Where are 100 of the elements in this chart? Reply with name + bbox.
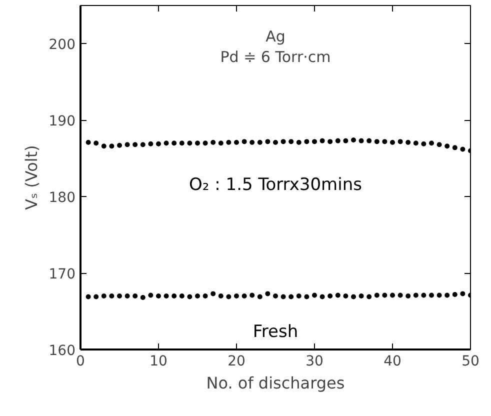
point	[351, 294, 356, 300]
point	[280, 294, 286, 300]
point	[101, 293, 106, 298]
annotation: Ag	[266, 27, 286, 46]
point	[288, 294, 294, 300]
point	[117, 293, 122, 298]
point	[210, 291, 216, 296]
annotation: Pd ≑ 6 Torr·cm	[220, 48, 331, 66]
point	[148, 292, 154, 298]
point	[304, 139, 310, 144]
point	[202, 140, 208, 146]
point	[179, 140, 184, 146]
point	[358, 293, 364, 298]
y-tick-label: 190	[48, 114, 76, 130]
x-tick-label: 10	[150, 354, 168, 370]
point	[358, 138, 364, 144]
point	[226, 140, 232, 145]
point	[226, 294, 232, 300]
series-label: O₂ : 1.5 Torrx30mins	[189, 175, 362, 196]
x-tick-label: 50	[462, 354, 480, 370]
point	[172, 293, 177, 298]
point	[382, 292, 388, 298]
point	[374, 292, 380, 298]
point	[421, 141, 426, 146]
point	[257, 140, 262, 145]
point	[312, 139, 317, 144]
point	[156, 293, 161, 298]
point	[172, 140, 177, 146]
y-tick-label: 160	[48, 343, 76, 359]
point	[328, 139, 333, 144]
point	[250, 292, 255, 298]
point	[124, 142, 130, 148]
point	[374, 139, 380, 144]
point	[406, 293, 411, 298]
point	[257, 294, 262, 300]
point	[187, 294, 192, 300]
point	[156, 141, 161, 146]
point	[101, 144, 106, 149]
point	[460, 146, 466, 152]
point	[195, 140, 200, 146]
y-tick-label: 200	[48, 37, 76, 54]
point	[296, 293, 302, 298]
point	[382, 139, 388, 144]
point	[179, 293, 184, 298]
point	[273, 293, 278, 298]
point	[195, 293, 200, 298]
point	[296, 140, 302, 145]
point	[390, 140, 395, 145]
point	[398, 292, 403, 298]
x-tick-label: 20	[228, 354, 246, 370]
point	[124, 293, 130, 298]
point	[202, 293, 208, 298]
point	[429, 292, 434, 298]
point	[343, 138, 348, 144]
point	[94, 140, 99, 146]
point	[343, 293, 348, 298]
point	[109, 144, 114, 149]
x-tick-label: 40	[384, 354, 402, 370]
point	[234, 140, 239, 145]
point	[86, 294, 91, 300]
point	[273, 140, 278, 145]
point	[132, 293, 138, 298]
point	[265, 139, 270, 144]
point	[390, 292, 395, 298]
point	[320, 294, 325, 300]
point	[413, 140, 418, 146]
point	[280, 139, 286, 144]
point	[187, 140, 192, 146]
x-tick-label: 30	[306, 354, 324, 370]
point	[398, 139, 403, 144]
point	[351, 138, 356, 143]
point	[234, 293, 239, 298]
point	[265, 291, 270, 296]
point	[218, 140, 224, 146]
point	[452, 145, 458, 150]
point	[288, 139, 294, 144]
point	[436, 142, 442, 148]
point	[312, 292, 317, 298]
point	[413, 292, 418, 298]
point	[164, 140, 169, 146]
y-tick-label: 170	[48, 266, 76, 283]
point	[320, 138, 325, 144]
point	[366, 294, 372, 300]
point	[132, 142, 138, 148]
point	[140, 142, 146, 148]
point	[242, 139, 247, 144]
y-tick-label: 180	[48, 190, 76, 206]
series-label: Fresh	[252, 322, 298, 342]
point	[140, 295, 146, 300]
y-axis-title: Vₛ (Volt)	[22, 145, 41, 210]
point	[460, 291, 466, 296]
point	[210, 140, 216, 145]
point	[452, 292, 458, 297]
point	[148, 141, 154, 146]
point	[218, 293, 224, 298]
point	[94, 294, 99, 300]
point	[250, 140, 255, 145]
point	[366, 138, 372, 144]
point	[444, 292, 450, 298]
point	[242, 293, 247, 298]
